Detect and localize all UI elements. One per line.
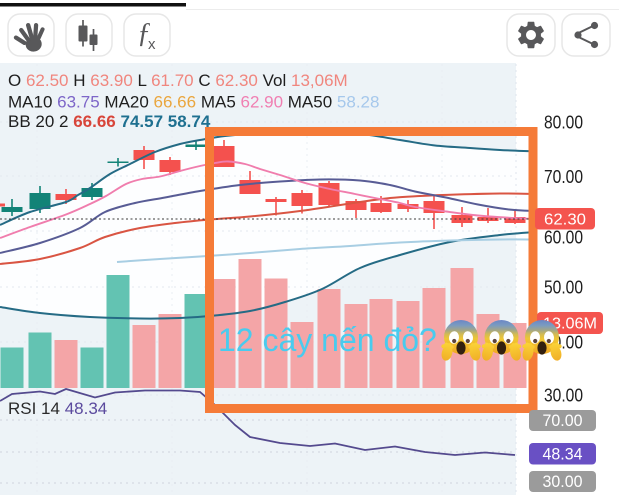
svg-text:30.00: 30.00 bbox=[543, 473, 583, 491]
svg-text:x: x bbox=[148, 36, 156, 53]
svg-text:62.30: 62.30 bbox=[544, 212, 586, 229]
svg-text:70.00: 70.00 bbox=[543, 412, 583, 430]
svg-text:MA10 63.75 MA20 66.66 MA5 62.9: MA10 63.75 MA20 66.66 MA5 62.90 MA50 58.… bbox=[8, 92, 379, 111]
svg-text:50.00: 50.00 bbox=[544, 278, 583, 298]
svg-text:30.00: 30.00 bbox=[544, 386, 583, 406]
svg-text:12 cây nến đỏ?: 12 cây nến đỏ? bbox=[218, 322, 437, 358]
svg-text:80.00: 80.00 bbox=[544, 113, 583, 133]
svg-text:48.34: 48.34 bbox=[543, 446, 583, 464]
svg-text:BB 20 2 66.66 74.57 58.74: BB 20 2 66.66 74.57 58.74 bbox=[8, 112, 211, 131]
svg-text:70.00: 70.00 bbox=[544, 167, 583, 187]
svg-text:60.00: 60.00 bbox=[544, 228, 583, 248]
svg-text:ƒ: ƒ bbox=[137, 18, 151, 49]
svg-text:O 62.50 H 63.90 L 61.70 C 62.3: O 62.50 H 63.90 L 61.70 C 62.30 Vol 13,0… bbox=[8, 71, 348, 90]
svg-text:RSI 14 48.34: RSI 14 48.34 bbox=[8, 399, 107, 418]
